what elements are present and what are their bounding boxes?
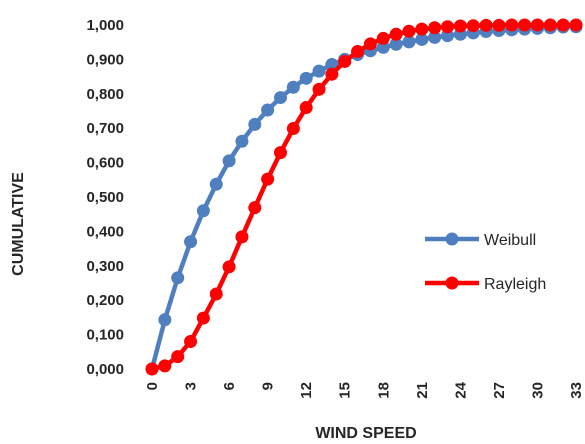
data-point-rayleigh — [235, 230, 249, 244]
data-point-weibull — [415, 32, 429, 46]
data-point-rayleigh — [428, 21, 442, 35]
data-point-rayleigh — [273, 146, 287, 160]
data-point-rayleigh — [505, 18, 519, 32]
data-point-rayleigh — [466, 19, 480, 33]
series-line-rayleigh — [149, 22, 579, 372]
data-point-rayleigh — [363, 37, 377, 51]
x-tick-label: 21 — [414, 382, 431, 399]
data-point-rayleigh — [492, 18, 506, 32]
data-point-weibull — [402, 35, 416, 49]
data-point-weibull — [261, 103, 275, 117]
data-point-weibull — [248, 117, 262, 131]
legend-label-rayleigh: Rayleigh — [484, 276, 546, 293]
y-tick-label: 0,600 — [86, 155, 124, 172]
data-point-rayleigh — [171, 350, 185, 364]
y-tick-label: 0,500 — [86, 189, 124, 206]
legend-marker-weibull — [445, 232, 459, 246]
x-axis-ticks: 0 3 6 9 12 15 18 21 24 27 30 33 — [144, 381, 585, 398]
x-tick-label: 18 — [375, 382, 392, 399]
x-tick-label: 12 — [298, 382, 315, 399]
data-point-weibull — [171, 271, 185, 285]
x-tick-label: 24 — [452, 381, 469, 398]
data-point-rayleigh — [338, 54, 352, 68]
data-point-rayleigh — [479, 18, 493, 32]
data-point-weibull — [196, 204, 210, 218]
data-point-weibull — [158, 313, 172, 327]
y-tick-label: 0,200 — [86, 292, 124, 309]
data-point-weibull — [273, 91, 287, 105]
data-point-rayleigh — [325, 67, 339, 81]
y-tick-label: 0,700 — [86, 120, 124, 137]
data-point-weibull — [299, 71, 313, 85]
y-tick-label: 0,800 — [86, 86, 124, 103]
data-point-weibull — [376, 40, 390, 54]
x-tick-label: 9 — [260, 382, 277, 390]
data-point-rayleigh — [299, 101, 313, 115]
data-point-weibull — [441, 29, 455, 43]
data-point-weibull — [389, 37, 403, 51]
x-axis-title: WIND SPEED — [315, 425, 416, 442]
data-point-rayleigh — [543, 18, 557, 32]
data-point-rayleigh — [158, 359, 172, 373]
legend: Weibull Rayleigh — [425, 232, 546, 293]
data-point-rayleigh — [312, 82, 326, 96]
data-point-rayleigh — [441, 20, 455, 34]
data-point-rayleigh — [376, 31, 390, 45]
data-point-rayleigh — [209, 287, 223, 301]
data-point-rayleigh — [286, 122, 300, 136]
data-point-weibull — [286, 80, 300, 94]
data-point-rayleigh — [453, 19, 467, 33]
x-tick-label: 30 — [529, 382, 546, 399]
data-point-rayleigh — [196, 311, 210, 325]
y-tick-label: 0,100 — [86, 327, 124, 344]
y-tick-label: 0,300 — [86, 258, 124, 275]
data-point-rayleigh — [145, 362, 159, 376]
y-tick-label: 1,000 — [86, 17, 124, 34]
x-tick-label: 3 — [183, 382, 200, 390]
data-point-rayleigh — [261, 172, 275, 186]
data-point-weibull — [184, 235, 198, 249]
data-point-rayleigh — [415, 22, 429, 36]
data-point-weibull — [209, 177, 223, 191]
data-point-rayleigh — [389, 27, 403, 41]
data-point-rayleigh — [184, 334, 198, 348]
y-tick-label: 0,400 — [86, 223, 124, 240]
data-point-weibull — [312, 64, 326, 78]
y-axis-ticks: 0,000 0,100 0,200 0,300 0,400 0,500 0,600 0,700… — [86, 17, 124, 378]
data-point-rayleigh — [402, 24, 416, 38]
x-tick-label: 6 — [221, 382, 238, 390]
y-tick-label: 0,000 — [86, 361, 124, 378]
data-point-rayleigh — [569, 18, 583, 32]
series-line-weibull — [149, 24, 579, 372]
x-tick-label: 15 — [337, 382, 354, 399]
data-point-rayleigh — [351, 44, 365, 58]
data-point-weibull — [235, 134, 249, 148]
series-layer — [145, 18, 583, 376]
data-point-rayleigh — [530, 18, 544, 32]
data-point-weibull — [222, 154, 236, 168]
data-point-rayleigh — [248, 201, 262, 215]
y-axis-title: CUMULATIVE — [10, 172, 27, 276]
y-tick-label: 0,900 — [86, 51, 124, 68]
legend-label-weibull: Weibull — [484, 232, 536, 249]
legend-marker-rayleigh — [445, 276, 459, 290]
x-tick-label: 33 — [568, 382, 585, 399]
data-point-rayleigh — [518, 18, 532, 32]
data-point-rayleigh — [222, 260, 236, 274]
data-point-weibull — [428, 30, 442, 44]
data-point-rayleigh — [556, 18, 570, 32]
x-tick-label: 27 — [491, 382, 508, 399]
x-tick-label: 0 — [144, 382, 161, 390]
